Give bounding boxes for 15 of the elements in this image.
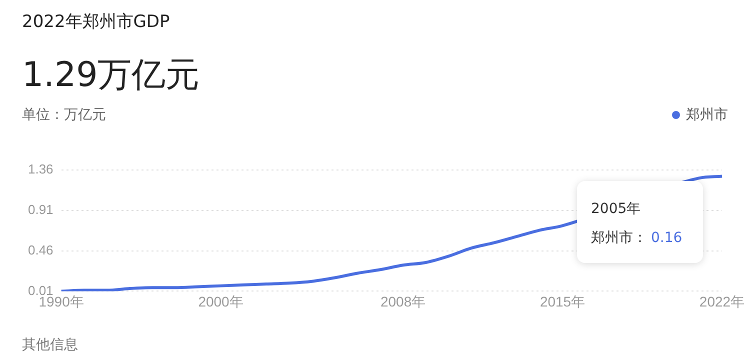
chart-subtitle: 1.29万亿元 — [22, 54, 200, 97]
annotation: 2005年 — [591, 200, 642, 219]
x-tick-label: 2008年 — [380, 293, 426, 310]
x-tick-label: 2015年 — [540, 293, 586, 310]
x-tick-label: 2022年 — [699, 293, 745, 310]
annotation: 郑州市：0.16 — [591, 229, 684, 248]
y-tick-label: 0.01 — [28, 282, 54, 298]
x-tick-label: 2000年 — [198, 293, 244, 310]
y-tick-label: 1.36 — [28, 162, 54, 177]
chart-title: 2022年郑州市GDP — [22, 11, 170, 33]
y-tick-label: 0.46 — [28, 242, 54, 258]
y-axis-title: 单位：万亿元 — [22, 106, 106, 124]
text: 其他信息 — [22, 336, 78, 354]
legend-label: 郑州市 — [686, 106, 728, 124]
y-tick-label: 0.91 — [28, 202, 54, 217]
